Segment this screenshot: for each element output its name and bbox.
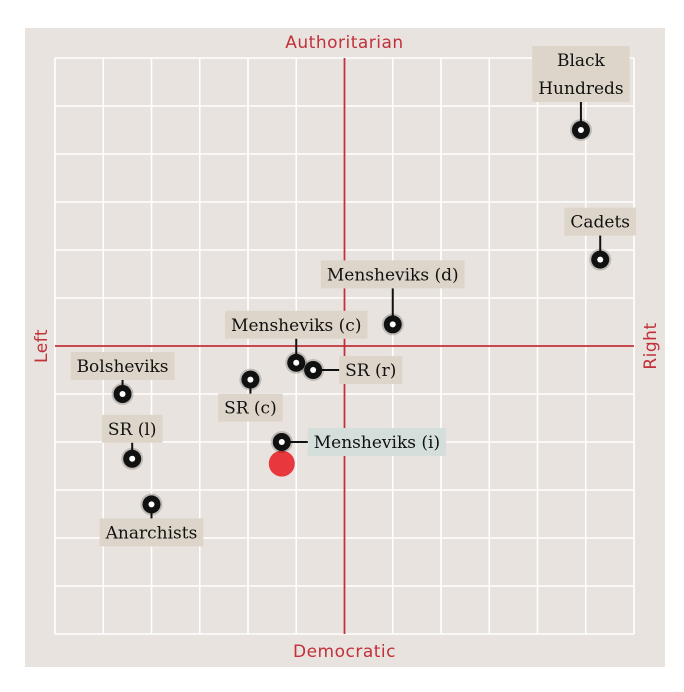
point-group: Cadets <box>564 207 637 271</box>
point-label: SR (r) <box>345 361 396 381</box>
data-point-center <box>247 376 254 383</box>
point-group: Mensheviks (i) <box>270 428 447 456</box>
data-point-center <box>148 501 155 508</box>
point-label: SR (l) <box>108 420 157 440</box>
data-points: Black Hundreds Cadets Mensheviks (d) Menshev… <box>70 46 637 547</box>
data-point-center <box>278 439 285 445</box>
user-position-marker <box>268 450 295 477</box>
point-label: Anarchists <box>105 523 198 543</box>
point-label: Black <box>557 51 606 71</box>
axis-label-right: Right <box>641 322 661 369</box>
point-label: Bolsheviks <box>77 357 169 377</box>
label-background <box>99 518 204 547</box>
label-background <box>339 356 403 384</box>
data-point-center <box>389 321 396 328</box>
axis-label-left: Left <box>32 329 52 363</box>
data-point-center <box>129 455 136 462</box>
axis-label-top: Authoritarian <box>285 33 403 53</box>
point-label: SR (c) <box>224 399 277 419</box>
point-label: Mensheviks (d) <box>327 265 459 285</box>
data-point-center <box>597 256 604 263</box>
point-label: Mensheviks (c) <box>231 316 361 336</box>
axis-lines <box>55 58 634 634</box>
data-point-center <box>577 127 584 133</box>
label-background <box>320 260 465 289</box>
point-label: Cadets <box>570 213 630 233</box>
point-group: Bolsheviks <box>70 352 175 405</box>
label-background <box>564 207 637 236</box>
point-group: Mensheviks (c) <box>225 310 368 374</box>
label-background <box>70 352 175 380</box>
point-label: Hundreds <box>538 79 623 99</box>
label-background <box>225 310 368 339</box>
point-group: SR (c) <box>218 368 283 422</box>
point-group: Mensheviks (d) <box>320 260 465 336</box>
point-group: Anarchists <box>99 493 204 547</box>
data-point-center <box>310 367 317 373</box>
point-group: Black Hundreds <box>532 46 630 141</box>
axis-label-bottom: Democratic <box>293 642 396 662</box>
data-point-center <box>119 391 126 397</box>
label-background <box>532 46 630 102</box>
label-background <box>307 428 447 456</box>
label-background <box>101 414 163 443</box>
label-background <box>218 393 283 422</box>
point-group: SR (r) <box>302 356 403 384</box>
point-label: Mensheviks (i) <box>314 433 440 453</box>
point-group: SR (l) <box>101 414 163 470</box>
data-point-center <box>293 359 300 366</box>
